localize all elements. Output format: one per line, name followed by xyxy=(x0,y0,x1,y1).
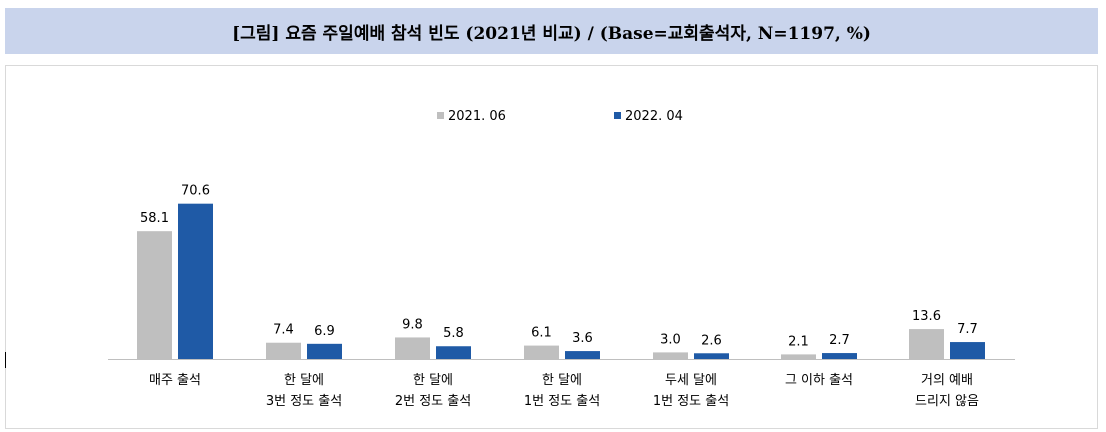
chart-frame xyxy=(5,65,1098,429)
category-label: 2번 정도 출석 xyxy=(395,394,471,409)
data-label: 6.9 xyxy=(314,324,335,339)
bar xyxy=(524,345,559,359)
category-label: 거의 예배 xyxy=(921,373,973,388)
bar xyxy=(950,342,985,359)
frame-tick-mark xyxy=(5,352,6,368)
category-label: 한 달에 xyxy=(413,373,453,388)
data-label: 2.6 xyxy=(701,333,722,348)
bar xyxy=(822,353,857,359)
data-label: 2.7 xyxy=(829,333,850,348)
category-label: 한 달에 xyxy=(284,373,324,388)
category-label: 한 달에 xyxy=(542,373,582,388)
bar-group xyxy=(137,203,985,359)
category-label: 매주 출석 xyxy=(149,373,201,388)
bar xyxy=(694,353,729,359)
category-label: 1번 정도 출석 xyxy=(653,394,729,409)
data-label: 9.8 xyxy=(402,317,423,332)
bar xyxy=(178,203,213,359)
category-label: 드리지 않음 xyxy=(915,394,979,409)
category-label: 1번 정도 출석 xyxy=(524,394,600,409)
data-label: 70.6 xyxy=(181,184,210,199)
bar xyxy=(909,329,944,359)
bar xyxy=(653,352,688,359)
data-label: 3.6 xyxy=(572,331,593,346)
bar xyxy=(436,346,471,359)
bar xyxy=(565,351,600,359)
bar xyxy=(395,337,430,359)
data-label: 2.1 xyxy=(788,334,809,349)
data-label: 7.7 xyxy=(957,322,978,337)
bar xyxy=(781,354,816,359)
legend-label: 2021. 06 xyxy=(448,109,506,124)
category-label: 두세 달에 xyxy=(665,373,717,388)
data-label: 58.1 xyxy=(140,211,169,226)
legend-label: 2022. 04 xyxy=(625,109,683,124)
data-label: 13.6 xyxy=(912,309,941,324)
chart-title: [그림] 요즘 주일예배 참석 빈도 (2021년 비교) / (Base=교회… xyxy=(5,8,1098,54)
chart-legend: 2021. 06 2022. 04 xyxy=(437,109,683,124)
data-label: 5.8 xyxy=(443,326,464,341)
bar xyxy=(266,342,301,359)
bar xyxy=(307,343,342,359)
category-labels: 매주 출석 한 달에 3번 정도 출석 한 달에 2번 정도 출석 한 달에 1번 정도 출… xyxy=(149,373,979,409)
legend-swatch xyxy=(614,112,621,119)
legend-swatch xyxy=(437,112,444,119)
data-label: 6.1 xyxy=(531,326,552,341)
category-label: 그 이하 출석 xyxy=(785,373,853,388)
data-labels: 58.1 70.6 7.4 6.9 9.8 5.8 6.1 3.6 3.0 2.6 2.1 2.7 13… xyxy=(140,184,978,350)
data-label: 3.0 xyxy=(660,332,681,347)
category-label: 3번 정도 출석 xyxy=(266,394,342,409)
data-label: 7.4 xyxy=(273,323,294,338)
bar xyxy=(137,231,172,359)
